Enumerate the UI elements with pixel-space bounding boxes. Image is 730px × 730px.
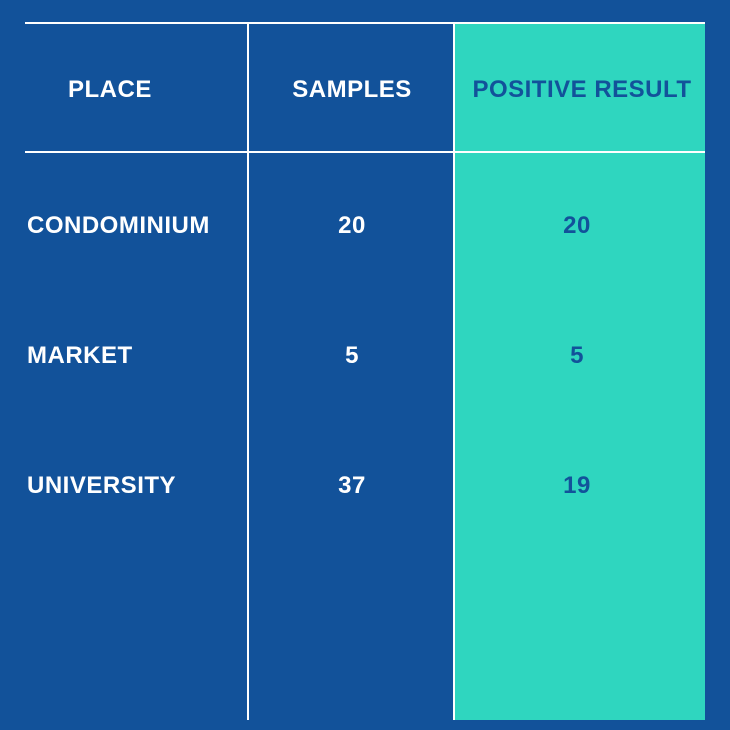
header-divider [25,151,705,153]
header-place: PLACE [68,76,152,103]
row-1-place: CONDOMINIUM [27,212,210,239]
column-divider-2 [453,22,455,720]
row-2-place: MARKET [27,342,133,369]
row-1-samples: 20 [338,212,366,239]
row-3-samples: 37 [338,472,366,499]
positive-result-column-highlight [454,22,705,720]
row-3-positive: 19 [563,472,591,499]
column-divider-1 [247,22,249,720]
row-2-samples: 5 [345,342,359,369]
header-positive-result: POSITIVE RESULT [472,76,692,103]
header-samples: SAMPLES [292,76,412,103]
row-3-place: UNIVERSITY [27,472,177,499]
row-1-positive: 20 [563,212,591,239]
row-2-positive: 5 [570,342,584,369]
table-top-border [25,22,705,24]
